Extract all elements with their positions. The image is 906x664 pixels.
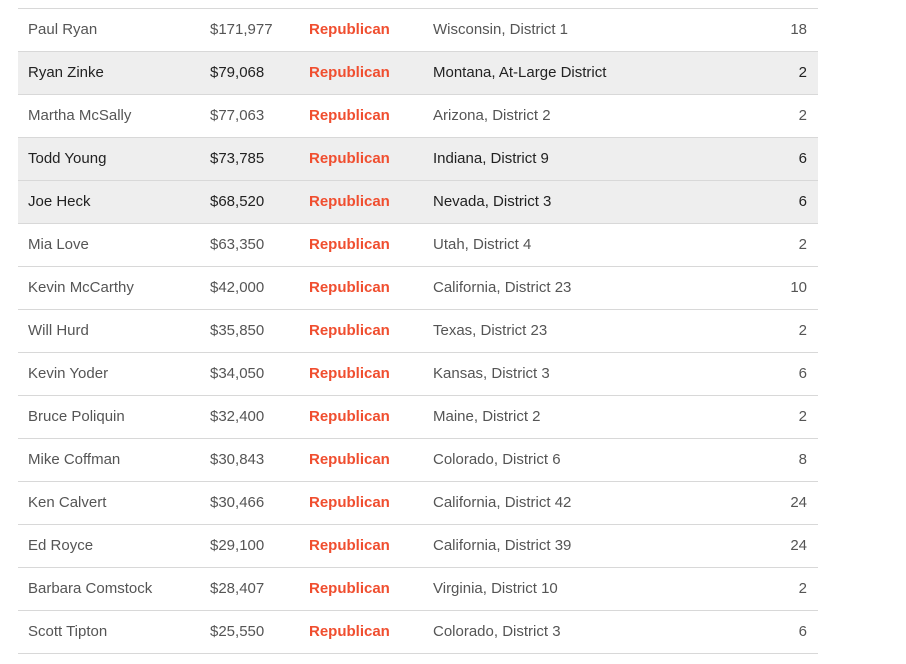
member-name: Todd Young <box>28 150 107 167</box>
years-value: 8 <box>798 451 807 468</box>
years-value: 2 <box>798 580 807 597</box>
party-label: Republican <box>309 236 390 253</box>
party-label: Republican <box>309 365 390 382</box>
party-label: Republican <box>309 537 390 554</box>
contribution-amount: $32,400 <box>210 408 265 425</box>
contribution-amount: $73,785 <box>210 150 265 167</box>
district-label: California, District 39 <box>433 537 572 554</box>
table-row: Martha McSally $77,063 Republican Arizon… <box>18 95 818 138</box>
years-value: 24 <box>790 537 807 554</box>
district-label: Colorado, District 3 <box>433 623 561 640</box>
table-row: Kevin McCarthy $42,000 Republican Califo… <box>18 267 818 310</box>
party-label: Republican <box>309 580 390 597</box>
party-label: Republican <box>309 150 390 167</box>
district-label: Nevada, District 3 <box>433 193 552 210</box>
contribution-amount: $28,407 <box>210 580 265 597</box>
contribution-amount: $35,850 <box>210 322 265 339</box>
contribution-amount: $30,466 <box>210 494 265 511</box>
district-label: Indiana, District 9 <box>433 150 549 167</box>
party-label: Republican <box>309 107 390 124</box>
district-label: California, District 42 <box>433 494 572 511</box>
contributions-table: Paul Ryan $171,977 Republican Wisconsin,… <box>18 8 818 654</box>
contribution-amount: $42,000 <box>210 279 265 296</box>
member-name: Barbara Comstock <box>28 580 153 597</box>
table-row: Ed Royce $29,100 Republican California, … <box>18 525 818 568</box>
years-value: 2 <box>798 64 807 81</box>
contribution-amount: $63,350 <box>210 236 265 253</box>
member-name: Bruce Poliquin <box>28 408 125 425</box>
party-label: Republican <box>309 322 390 339</box>
years-value: 6 <box>798 623 807 640</box>
party-label: Republican <box>309 494 390 511</box>
table-row: Will Hurd $35,850 Republican Texas, Dist… <box>18 310 818 353</box>
contribution-amount: $25,550 <box>210 623 265 640</box>
table-row: Ryan Zinke $79,068 Republican Montana, A… <box>18 52 818 95</box>
member-name: Kevin Yoder <box>28 365 109 382</box>
district-label: California, District 23 <box>433 279 572 296</box>
table-row: Scott Tipton $25,550 Republican Colorado… <box>18 611 818 654</box>
years-value: 2 <box>798 408 807 425</box>
table-row: Joe Heck $68,520 Republican Nevada, Dist… <box>18 181 818 224</box>
district-label: Texas, District 23 <box>433 322 548 339</box>
table-row: Mia Love $63,350 Republican Utah, Distri… <box>18 224 818 267</box>
years-value: 18 <box>790 21 807 38</box>
party-label: Republican <box>309 64 390 81</box>
district-label: Wisconsin, District 1 <box>433 21 569 38</box>
table-row: Todd Young $73,785 Republican Indiana, D… <box>18 138 818 181</box>
contribution-amount: $34,050 <box>210 365 265 382</box>
party-label: Republican <box>309 623 390 640</box>
years-value: 6 <box>798 193 807 210</box>
party-label: Republican <box>309 451 390 468</box>
member-name: Paul Ryan <box>28 21 98 38</box>
contribution-amount: $30,843 <box>210 451 265 468</box>
member-name: Joe Heck <box>28 193 91 210</box>
years-value: 2 <box>798 107 807 124</box>
member-name: Ed Royce <box>28 537 94 554</box>
district-label: Arizona, District 2 <box>433 107 551 124</box>
district-label: Colorado, District 6 <box>433 451 561 468</box>
member-name: Mike Coffman <box>28 451 121 468</box>
member-name: Kevin McCarthy <box>28 279 134 296</box>
district-label: Utah, District 4 <box>433 236 532 253</box>
table-row: Ken Calvert $30,466 Republican Californi… <box>18 482 818 525</box>
years-value: 6 <box>798 365 807 382</box>
table-row: Mike Coffman $30,843 Republican Colorado… <box>18 439 818 482</box>
member-name: Martha McSally <box>28 107 132 124</box>
table-row: Paul Ryan $171,977 Republican Wisconsin,… <box>18 9 818 52</box>
years-value: 6 <box>798 150 807 167</box>
contribution-amount: $68,520 <box>210 193 265 210</box>
party-label: Republican <box>309 279 390 296</box>
contribution-amount: $171,977 <box>210 21 273 38</box>
years-value: 2 <box>798 236 807 253</box>
years-value: 2 <box>798 322 807 339</box>
contribution-amount: $29,100 <box>210 537 265 554</box>
contribution-amount: $77,063 <box>210 107 265 124</box>
member-name: Ken Calvert <box>28 494 107 511</box>
district-label: Montana, At-Large District <box>433 64 607 81</box>
table-row: Barbara Comstock $28,407 Republican Virg… <box>18 568 818 611</box>
party-label: Republican <box>309 408 390 425</box>
district-label: Virginia, District 10 <box>433 580 558 597</box>
party-label: Republican <box>309 21 390 38</box>
district-label: Maine, District 2 <box>433 408 541 425</box>
member-name: Mia Love <box>28 236 89 253</box>
years-value: 10 <box>790 279 807 296</box>
table-row: Kevin Yoder $34,050 Republican Kansas, D… <box>18 353 818 396</box>
contribution-amount: $79,068 <box>210 64 265 81</box>
member-name: Ryan Zinke <box>28 64 104 81</box>
table-row: Bruce Poliquin $32,400 Republican Maine,… <box>18 396 818 439</box>
member-name: Scott Tipton <box>28 623 108 640</box>
member-name: Will Hurd <box>28 322 89 339</box>
district-label: Kansas, District 3 <box>433 365 550 382</box>
years-value: 24 <box>790 494 807 511</box>
party-label: Republican <box>309 193 390 210</box>
